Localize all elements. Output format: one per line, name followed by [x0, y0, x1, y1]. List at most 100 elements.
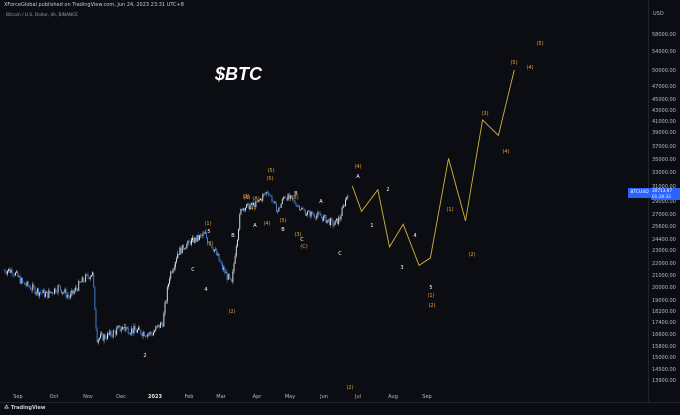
candle-body — [151, 334, 153, 336]
candle-body — [30, 287, 31, 290]
candle-body — [301, 208, 303, 210]
candle-countdown: 01:28:33 — [652, 193, 671, 199]
y-tick-label: 17400.00 — [652, 320, 676, 326]
candle-body — [99, 337, 100, 340]
candle-body — [100, 334, 102, 338]
wave-label-white: B — [281, 227, 285, 233]
y-tick-label: 35000.00 — [652, 157, 676, 163]
candle-body — [51, 292, 53, 294]
candle-body — [169, 278, 171, 284]
candle-body — [39, 292, 41, 296]
candle-body — [139, 327, 141, 330]
candle-body — [237, 239, 238, 247]
candle-body — [16, 271, 18, 273]
candle-body — [48, 290, 50, 298]
candle-body — [218, 253, 220, 262]
candle-body — [194, 237, 196, 243]
wave-label-white: C — [300, 237, 304, 243]
candle-body — [330, 218, 332, 226]
candle-body — [266, 192, 268, 193]
candle-body — [124, 328, 126, 331]
candle-body — [71, 290, 73, 294]
wave-label-orange: (5) — [266, 176, 273, 182]
wave-label-orange: (4) — [354, 164, 361, 170]
x-tick-label: Jul — [354, 394, 361, 400]
candle-body — [36, 288, 38, 293]
candle-body — [163, 313, 165, 327]
projection-line — [351, 69, 515, 267]
candle-body — [125, 328, 127, 331]
candle-body — [263, 193, 265, 196]
candle-body — [89, 276, 91, 280]
candle-body — [312, 214, 314, 215]
wave-label-orange: (2) — [468, 252, 475, 258]
candle-body — [293, 199, 295, 201]
candle-body — [85, 274, 87, 282]
candle-body — [238, 229, 240, 240]
candle-body — [172, 269, 174, 273]
wave-label-white: A — [319, 199, 323, 205]
candle-body — [94, 286, 96, 310]
candle-body — [257, 200, 259, 202]
candle-body — [88, 277, 90, 280]
candle-body — [287, 194, 289, 201]
candle-body — [180, 247, 182, 254]
candle-body — [276, 203, 277, 212]
candle-body — [141, 334, 143, 336]
candle-body — [185, 248, 187, 249]
wave-label-orange: (5) — [279, 218, 286, 224]
candle-body — [182, 244, 184, 249]
candle-body — [326, 220, 328, 223]
candle-body — [242, 208, 244, 211]
candle-body — [193, 237, 195, 243]
candle-body — [57, 285, 59, 293]
wave-label-orange: (2) — [228, 309, 235, 315]
candle-body — [262, 195, 264, 201]
symbol-info: Bitcoin / U.S. Dollar, 4h, BINANCE — [6, 13, 78, 18]
candle-body — [78, 281, 80, 291]
candle-body — [168, 283, 169, 288]
candle-body — [108, 333, 110, 335]
candle-body — [314, 214, 315, 218]
candle-body — [228, 274, 230, 278]
candle-body — [157, 324, 159, 327]
wave-label-white: 1 — [123, 324, 126, 330]
candle-body — [280, 203, 282, 208]
candle-body — [302, 208, 304, 210]
candle-body — [245, 207, 246, 211]
candle-body — [173, 267, 175, 270]
candle-body — [337, 218, 338, 224]
x-tick-label: Sep — [13, 394, 22, 400]
candle-body — [208, 241, 210, 244]
candle-body — [338, 217, 340, 224]
candle-body — [247, 203, 249, 205]
y-tick-label: 14500.00 — [652, 367, 676, 373]
x-tick-label: Apr — [253, 394, 263, 400]
candle-body — [46, 291, 47, 293]
candle-body — [191, 239, 192, 245]
candle-body — [43, 289, 45, 297]
wave-label-orange: (5) — [267, 168, 274, 174]
wave-label-white: A — [253, 223, 257, 229]
y-tick-label: 16600.00 — [652, 332, 676, 338]
candle-body — [289, 195, 291, 199]
candle-body — [248, 203, 250, 209]
candle-body — [222, 263, 223, 270]
candle-body — [239, 214, 241, 230]
candle-body — [61, 289, 62, 294]
candle-body — [90, 274, 92, 277]
wave-label-white: 2 — [143, 353, 146, 359]
x-tick-label: Sep — [422, 394, 431, 400]
candle-body — [196, 235, 198, 242]
candle-body — [207, 237, 208, 242]
candle-body — [307, 211, 309, 215]
candle-body — [34, 286, 36, 294]
wave-label-orange: (5) — [536, 41, 543, 47]
candle-body — [120, 329, 122, 331]
candle-body — [10, 269, 12, 273]
candle-body — [331, 218, 333, 220]
wave-label-orange: (B) — [291, 195, 298, 201]
candle-body — [117, 326, 119, 329]
